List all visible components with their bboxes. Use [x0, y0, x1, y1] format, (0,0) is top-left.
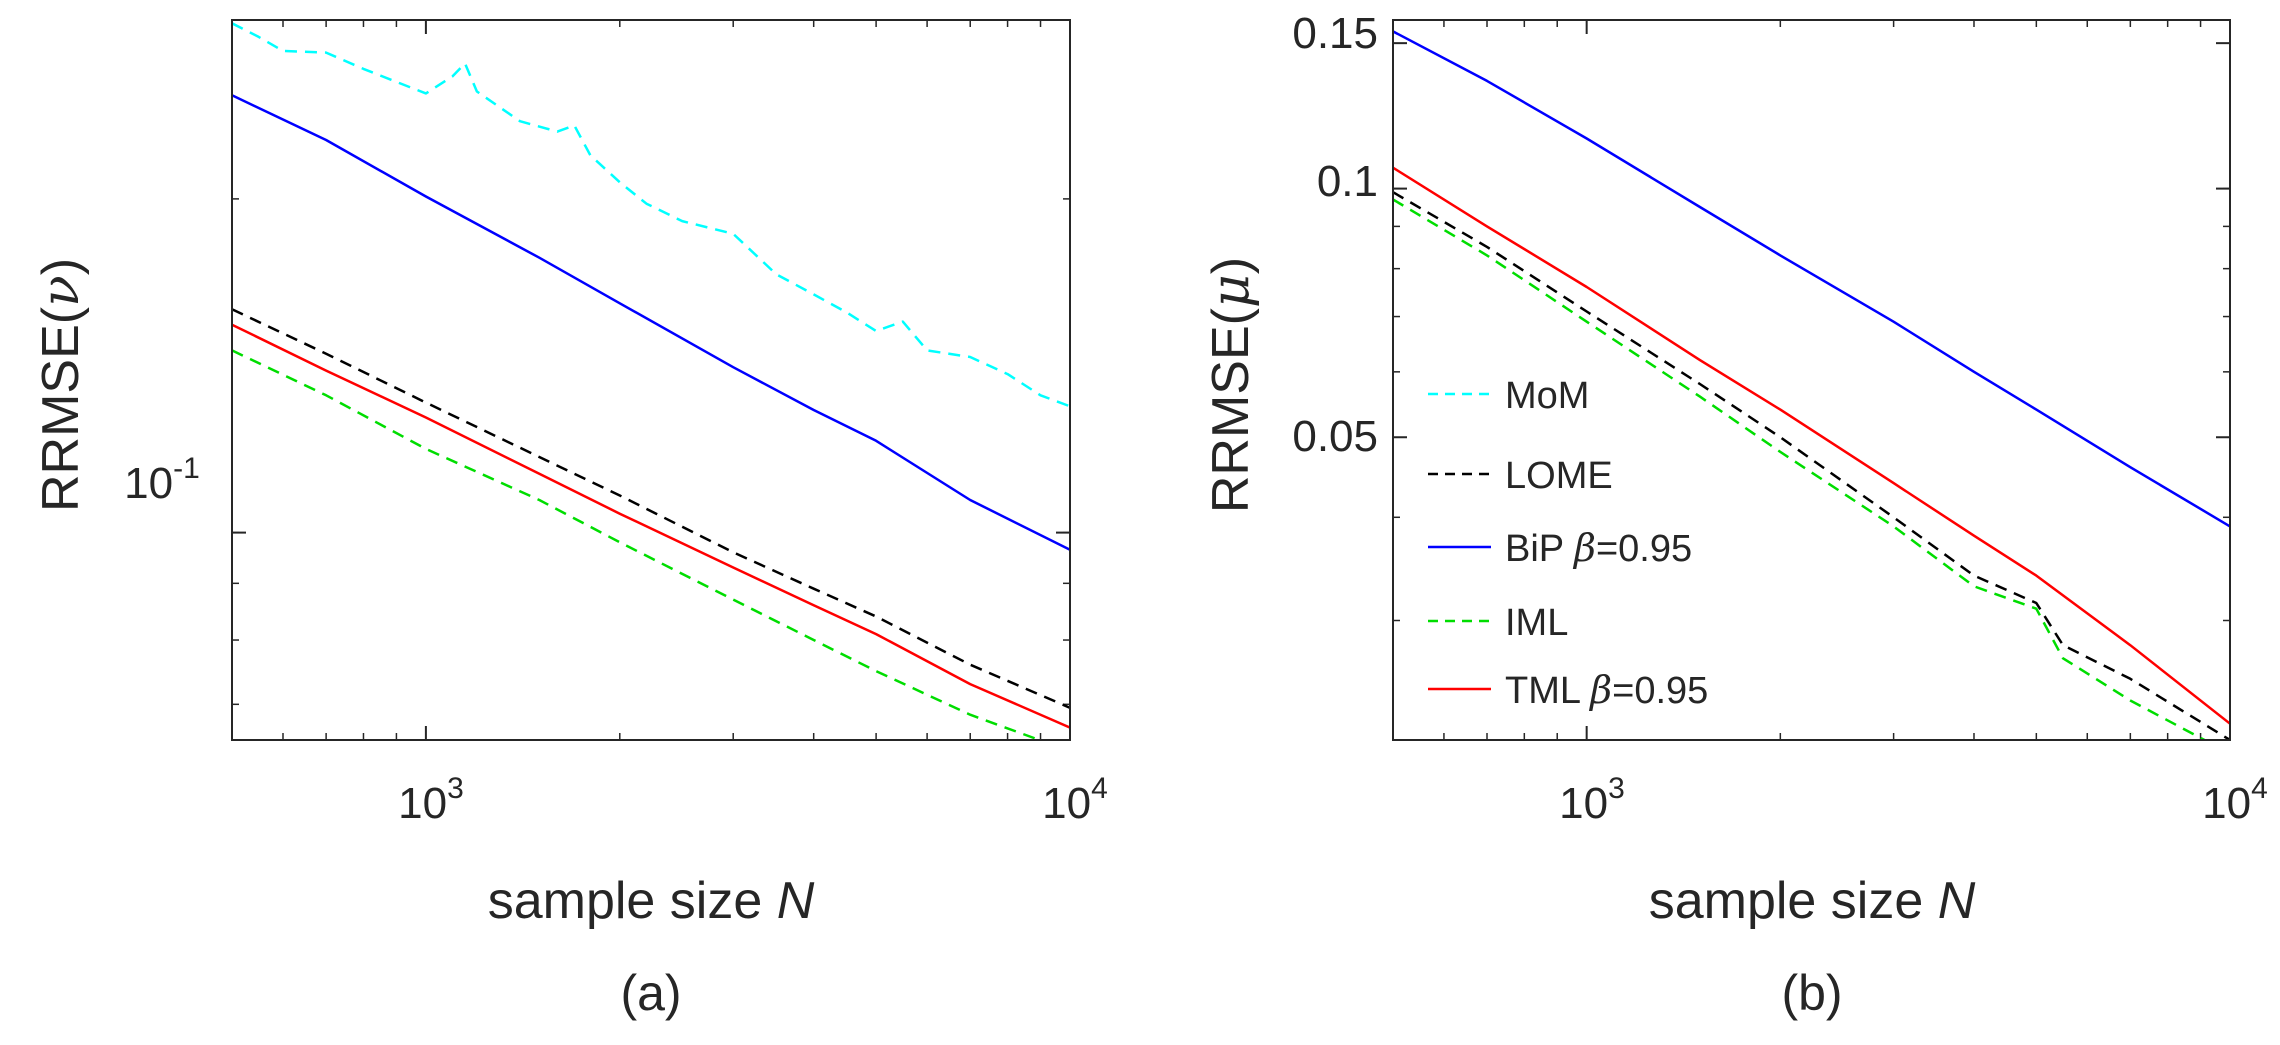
- legend-label-mom: MoM: [1505, 375, 1589, 417]
- panel-label-b: (b): [1781, 965, 1842, 1021]
- legend-label-bip: BiP β=0.95: [1505, 526, 1692, 570]
- series-group-b: [1393, 30, 2230, 740]
- x-tick-label-1e3-b: 103: [1559, 772, 1625, 828]
- series-line-tml-a: [232, 323, 1070, 729]
- minor-ticks-a: [232, 20, 1070, 740]
- x-tick-label-1e3-a: 103: [398, 772, 464, 828]
- legend-item-bip: BiP β=0.95: [1428, 526, 1692, 570]
- series-line-bip-b: [1393, 30, 2230, 528]
- axes-box-b: [1392, 19, 2231, 741]
- y-tick-label-0.1-b: 0.1: [1317, 157, 1378, 206]
- series-line-tml-b: [1393, 166, 2230, 725]
- series-line-lome-a: [232, 308, 1070, 709]
- x-tick-label-1e4-b: 104: [2202, 772, 2268, 828]
- series-group-a: [232, 22, 1070, 740]
- panel-a: 103 104 10-1 sample size N RRMSE(ν) (a): [31, 19, 1108, 1021]
- series-line-iml-b: [1393, 198, 2208, 740]
- legend-item-lome: LOME: [1428, 455, 1613, 497]
- major-ticks-b: [1393, 20, 2231, 740]
- legend-item-iml: IML: [1428, 602, 1568, 644]
- series-line-bip-a: [232, 94, 1070, 551]
- panel-b: 103 104 0.05 0.1 0.15 sample size N RRMS…: [1201, 9, 2268, 1021]
- plot-area-a: [232, 20, 1070, 740]
- y-tick-label-0.05-b: 0.05: [1292, 412, 1378, 461]
- y-axis-label-b: RRMSE(μ): [1201, 257, 1261, 513]
- plot-area-b: [1393, 20, 2230, 740]
- panel-label-a: (a): [620, 965, 681, 1021]
- legend: MoM LOME BiP β=0.95 IML TML β=0.95: [1428, 375, 1708, 712]
- legend-label-lome: LOME: [1505, 455, 1613, 497]
- axes-box-a: [231, 19, 1071, 741]
- y-tick-label-0.15-b: 0.15: [1292, 9, 1378, 58]
- x-axis-label-a: sample size N: [488, 872, 815, 930]
- y-tick-label-1e-1-a: 10-1: [124, 452, 200, 508]
- series-line-lome-b: [1393, 191, 2230, 740]
- series-line-iml-a: [232, 349, 1044, 740]
- y-axis-label-a: RRMSE(ν): [31, 258, 91, 512]
- legend-item-tml: TML β=0.95: [1428, 668, 1708, 712]
- x-tick-label-1e4-a: 104: [1042, 772, 1108, 828]
- legend-label-iml: IML: [1505, 602, 1568, 644]
- legend-label-tml: TML β=0.95: [1505, 668, 1708, 712]
- legend-item-mom: MoM: [1428, 375, 1589, 417]
- x-axis-label-b: sample size N: [1649, 872, 1976, 930]
